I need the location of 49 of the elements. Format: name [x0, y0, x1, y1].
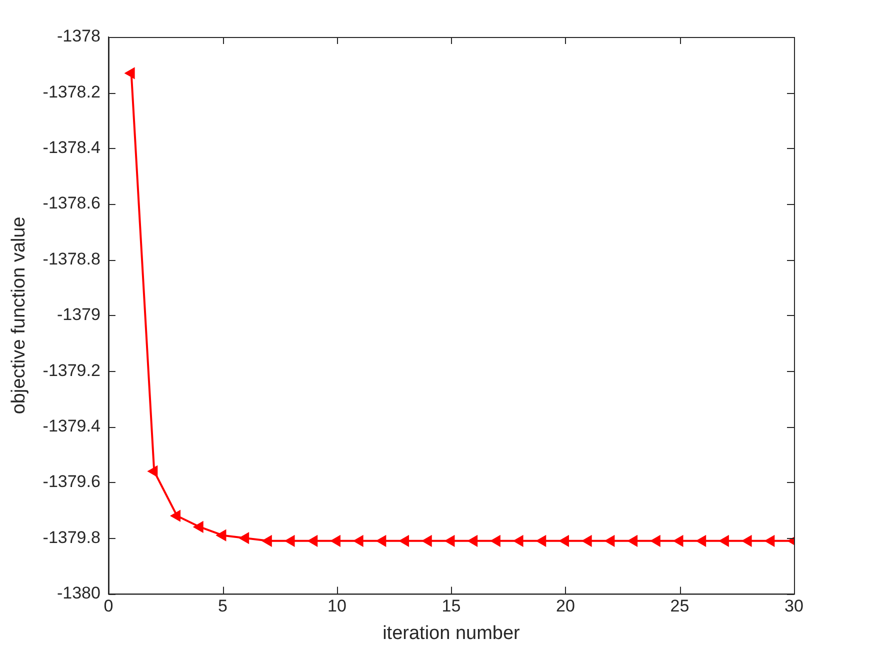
point — [582, 535, 592, 547]
point — [216, 530, 226, 542]
point — [262, 535, 272, 547]
y-tick-label: -1378.6 — [42, 194, 100, 213]
point — [308, 535, 318, 547]
point — [628, 535, 638, 547]
point — [239, 532, 250, 544]
x-tick-label: 20 — [556, 596, 575, 616]
point — [718, 535, 729, 547]
x-tick-label: 25 — [670, 596, 690, 616]
point — [490, 535, 500, 547]
x-axis-title: iteration number — [382, 622, 521, 644]
point — [376, 535, 386, 547]
point — [193, 521, 204, 533]
point — [604, 535, 615, 547]
y-axis-title: objective function value — [8, 216, 30, 414]
x-tick-label: 15 — [442, 596, 461, 616]
point — [444, 535, 455, 547]
x-tick-label: 10 — [328, 596, 346, 616]
point — [353, 535, 364, 547]
point — [696, 535, 706, 547]
point — [558, 535, 569, 547]
point — [468, 535, 478, 547]
y-tick-label: -1379.2 — [42, 360, 100, 380]
y-tick-label: -1378 — [56, 26, 100, 46]
point — [124, 67, 135, 79]
y-tick-label: -1379 — [56, 305, 100, 324]
y-tick-label: -1379.4 — [42, 416, 100, 436]
y-tick-label: -1378.4 — [42, 138, 100, 158]
y-tick-label: -1378.8 — [42, 249, 100, 268]
point — [284, 535, 295, 547]
y-tick-label: -1379.8 — [42, 528, 100, 547]
point — [170, 510, 181, 522]
x-tick-label: 30 — [784, 596, 804, 616]
x-tick-label: 0 — [104, 596, 114, 616]
x-tick-label: 5 — [218, 596, 228, 616]
point — [422, 535, 432, 547]
y-tick-label: -1379.6 — [42, 472, 100, 492]
point — [742, 535, 752, 547]
y-tick-label: -1378.2 — [42, 82, 100, 102]
point — [764, 535, 775, 547]
point — [673, 535, 684, 547]
point — [148, 466, 158, 477]
point — [399, 535, 410, 547]
point — [536, 535, 546, 547]
point — [513, 535, 524, 547]
point — [330, 535, 340, 547]
point — [650, 535, 660, 547]
y-tick-label: -1380 — [56, 583, 100, 602]
